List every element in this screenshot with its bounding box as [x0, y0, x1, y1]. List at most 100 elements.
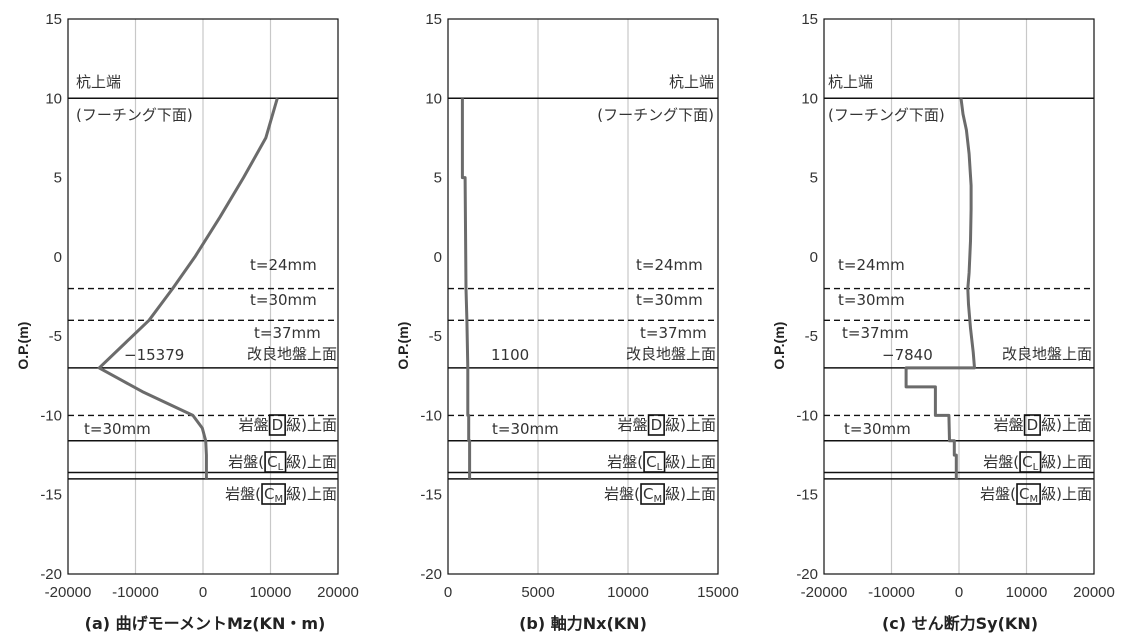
rock-label-suffix: 級)上面 — [665, 416, 716, 434]
y-tick-label: 5 — [54, 170, 62, 187]
y-tick-label: 15 — [801, 11, 818, 28]
x-tick-label: -20000 — [45, 584, 92, 601]
rock-label-suffix: 級)上面 — [286, 416, 337, 434]
thickness-label: t=37mm — [254, 324, 321, 342]
x-tick-label: 5000 — [521, 584, 554, 601]
rock-d-label: 岩盤 D 級)上面 — [618, 416, 716, 434]
rock-label-prefix: 岩盤( — [604, 485, 640, 503]
y-tick-label: 0 — [810, 249, 818, 266]
rock-grade-letter: C — [264, 485, 274, 503]
thickness-label: t=30mm — [250, 291, 317, 309]
plot-frame — [447, 18, 719, 575]
panel-a: -20 -15 -10 -5 0 5 10 15 -20000 -10000 0 10000 20000… — [15, 11, 359, 633]
rock-label-suffix: 級)上面 — [665, 453, 716, 471]
x-tick-label: -20000 — [801, 584, 848, 601]
data-series-line — [460, 98, 472, 479]
rock-grade-box — [1023, 414, 1041, 436]
thickness-label: t=30mm — [492, 420, 559, 438]
rock-grade-letter: C — [1019, 485, 1029, 503]
thickness-label: t=37mm — [842, 324, 909, 342]
rock-cl-label: 岩盤(CL 級)上面 — [607, 453, 716, 473]
rock-label-suffix: 級)上面 — [665, 485, 716, 503]
rock-label-prefix: 岩盤( — [980, 485, 1016, 503]
x-tick-label: 0 — [199, 584, 207, 601]
rock-grade-letter: C — [267, 453, 277, 471]
improved-ground-label: 改良地盤上面 — [1002, 345, 1092, 363]
rock-grade-subscript: M — [654, 494, 663, 505]
y-tick-label: 15 — [45, 11, 62, 28]
rock-label-suffix: 級)上面 — [1041, 485, 1092, 503]
thickness-label: t=30mm — [838, 291, 905, 309]
pile-top-label: 杭上端 — [669, 73, 714, 91]
rock-label-suffix: 級)上面 — [286, 453, 337, 471]
data-series-line — [904, 98, 976, 479]
x-tick-label: 20000 — [317, 584, 359, 601]
y-tick-label: -20 — [420, 566, 442, 583]
thickness-label: t=30mm — [84, 420, 151, 438]
rock-cm-label: 岩盤(CM 級)上面 — [225, 485, 337, 505]
y-tick-label: -15 — [796, 487, 818, 504]
thickness-label: t=24mm — [838, 256, 905, 274]
rock-label-prefix: 岩盤( — [228, 453, 264, 471]
rock-grade-subscript: L — [278, 462, 284, 473]
rock-grade-box — [264, 451, 287, 473]
rock-grade-box — [640, 483, 665, 505]
x-tick-label: 10000 — [1006, 584, 1048, 601]
rock-label-suffix: 級)上面 — [286, 485, 337, 503]
rock-grade-subscript: L — [1033, 462, 1039, 473]
improved-ground-label: 改良地盤上面 — [247, 345, 337, 363]
rock-label-suffix: 級)上面 — [1041, 453, 1092, 471]
y-tick-label: 5 — [810, 170, 818, 187]
y-tick-label: -10 — [40, 407, 62, 424]
rock-label-prefix: 岩盤( — [225, 485, 261, 503]
rock-cm-label: 岩盤(CM 級)上面 — [980, 485, 1092, 505]
x-tick-label: -10000 — [112, 584, 159, 601]
x-tick-label: 0 — [955, 584, 963, 601]
rock-grade-letter: C — [1022, 453, 1032, 471]
rock-grade-letter: C — [646, 453, 656, 471]
rock-grade-subscript: M — [1030, 494, 1039, 505]
rock-label-suffix: 級)上面 — [1041, 416, 1092, 434]
improved-ground-label: 改良地盤上面 — [626, 345, 716, 363]
rock-d-label: 岩盤 D 級)上面 — [239, 416, 337, 434]
thickness-label: t=30mm — [636, 291, 703, 309]
thickness-label: t=24mm — [636, 256, 703, 274]
y-tick-label: -5 — [49, 328, 62, 345]
peak-value-label: −15379 — [124, 346, 184, 364]
y-tick-label: -5 — [429, 328, 442, 345]
rock-label-prefix: 岩盤 — [618, 416, 648, 434]
rock-cl-label: 岩盤(CL 級)上面 — [983, 453, 1092, 473]
x-tick-label: 0 — [444, 584, 452, 601]
y-tick-label: -10 — [420, 407, 442, 424]
panel-c: -20 -15 -10 -5 0 5 10 15 -20000 -10000 0 10000 20000… — [771, 11, 1115, 633]
rock-grade-letter: C — [643, 485, 653, 503]
y-tick-label: 10 — [801, 90, 818, 107]
plot-frame — [823, 18, 1095, 575]
rock-d-label: 岩盤 D 級)上面 — [994, 416, 1092, 434]
rock-grade-letter: D — [272, 416, 284, 434]
x-tick-label: 20000 — [1073, 584, 1115, 601]
y-tick-label: 0 — [54, 249, 62, 266]
y-tick-label: -10 — [796, 407, 818, 424]
peak-value-label: −7840 — [882, 346, 933, 364]
plot-frame — [67, 18, 339, 575]
rock-label-prefix: 岩盤 — [239, 416, 269, 434]
rock-label-prefix: 岩盤 — [994, 416, 1024, 434]
x-axis-label: (b) 軸力Nx(KN) — [519, 614, 647, 633]
thickness-label: t=37mm — [640, 324, 707, 342]
x-axis-label: (c) せん断力Sy(KN) — [882, 614, 1038, 633]
x-tick-label: 10000 — [607, 584, 649, 601]
y-tick-label: -15 — [420, 487, 442, 504]
rock-grade-subscript: M — [275, 494, 284, 505]
footing-bottom-label: (フーチング下面) — [828, 106, 945, 124]
y-tick-label: 5 — [434, 170, 442, 187]
peak-value-label: 1100 — [491, 346, 529, 364]
y-tick-label: -20 — [796, 566, 818, 583]
x-tick-label: 15000 — [697, 584, 739, 601]
y-tick-label: -15 — [40, 487, 62, 504]
rock-grade-box — [647, 414, 665, 436]
data-series-line — [97, 97, 279, 479]
rock-grade-box — [1019, 451, 1042, 473]
y-tick-label: 15 — [425, 11, 442, 28]
